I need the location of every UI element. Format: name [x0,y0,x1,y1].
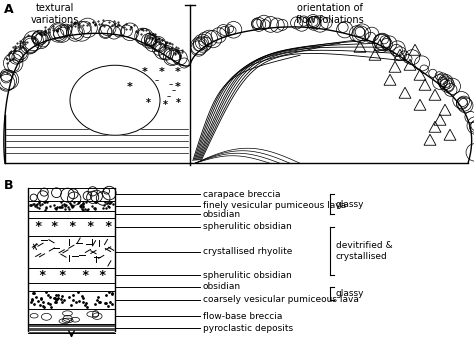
Text: glassy: glassy [336,289,365,298]
Text: –: – [169,80,175,89]
Text: flow-base breccia: flow-base breccia [203,312,283,321]
Text: finely vesicular pumiceous lava: finely vesicular pumiceous lava [203,201,346,210]
Text: obsidian: obsidian [203,282,241,291]
Text: *: * [68,220,76,233]
Text: *: * [163,100,167,110]
Text: glassy: glassy [336,200,365,209]
Text: *: * [175,98,181,108]
Text: *: * [142,67,148,77]
Text: *: * [38,269,46,282]
Text: *: * [146,98,151,108]
Text: *: * [98,269,106,282]
Text: pyroclastic deposits: pyroclastic deposits [203,324,293,333]
Text: spherulitic obsidian: spherulitic obsidian [203,222,292,231]
Text: *: * [86,220,94,233]
Text: *: * [127,82,133,92]
Text: crystallised rhyolite: crystallised rhyolite [203,247,292,256]
Text: *: * [34,220,42,233]
Text: spherulitic obsidian: spherulitic obsidian [203,271,292,280]
Text: devitrified &
crystallised: devitrified & crystallised [336,241,392,261]
Text: A: A [4,3,14,16]
Text: B: B [4,179,13,192]
Text: *: * [175,67,181,77]
Text: –: – [155,76,162,85]
Text: *: * [81,269,89,282]
Text: –: – [166,92,173,101]
Ellipse shape [70,65,160,135]
Text: coarsely vesicular pumiceous lava: coarsely vesicular pumiceous lava [203,295,359,304]
Text: –: – [172,86,178,95]
Text: *: * [104,220,112,233]
Text: orientation of
flow foliations: orientation of flow foliations [296,3,364,25]
Text: *: * [50,220,58,233]
Text: *: * [159,67,165,77]
Text: textural
variations: textural variations [31,3,79,25]
Text: *: * [175,82,181,92]
Text: *: * [58,269,66,282]
Text: obsidian: obsidian [203,210,241,219]
Text: carapace breccia: carapace breccia [203,190,281,199]
